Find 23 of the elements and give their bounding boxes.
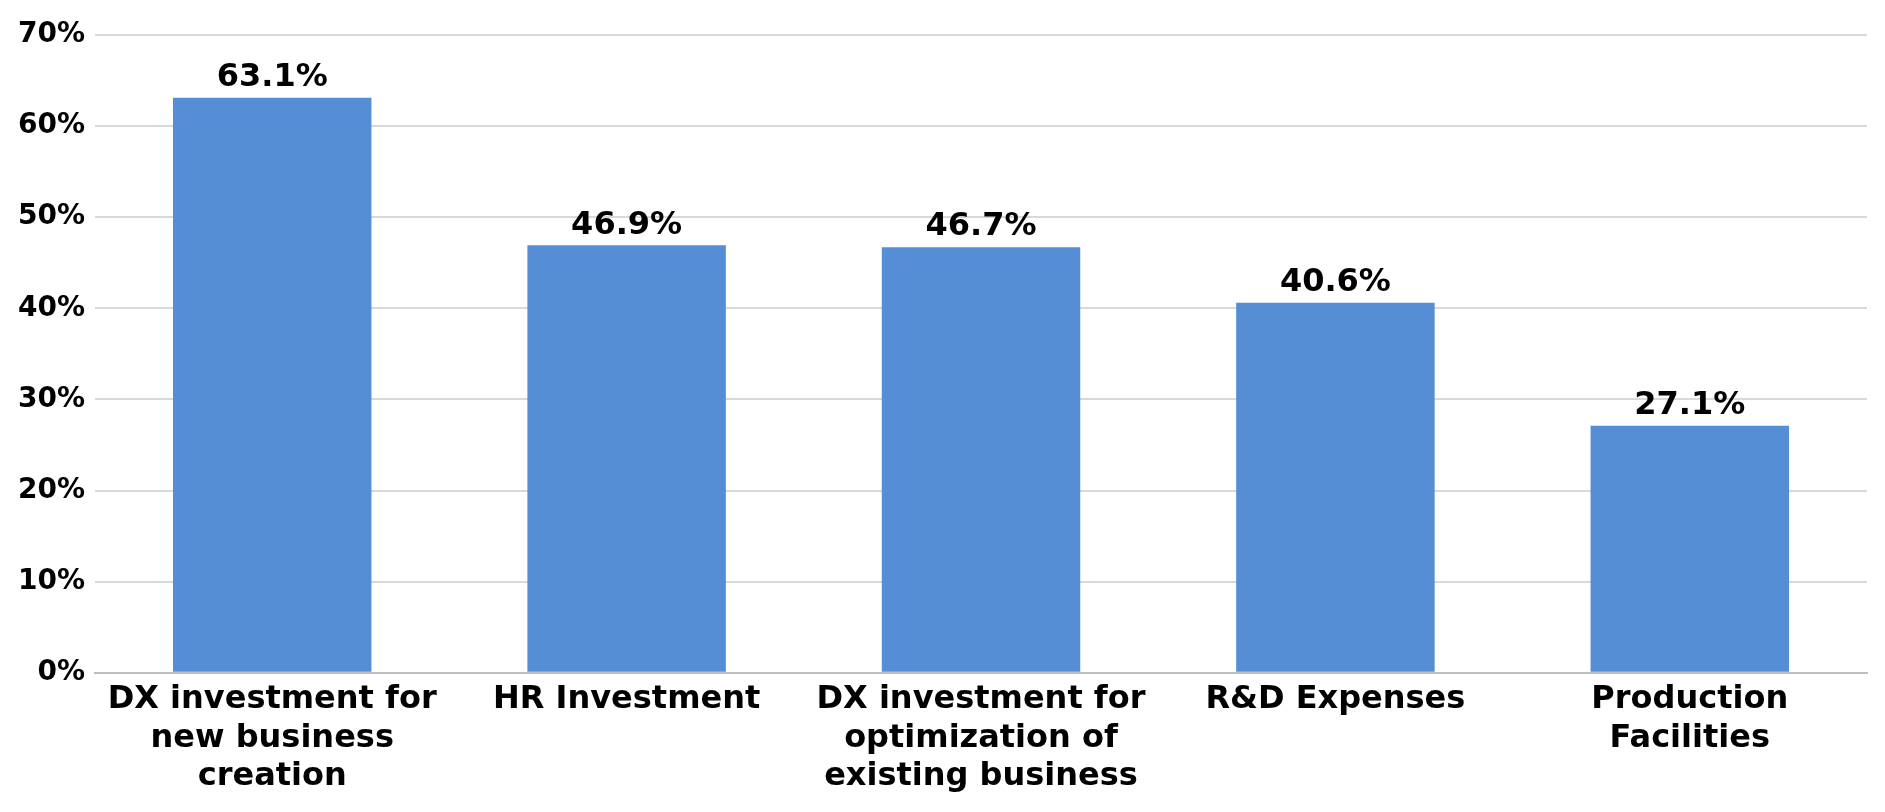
data-label: 46.7% <box>925 205 1037 244</box>
x-tick-label: HR Investment <box>492 678 761 717</box>
x-tick-label: Production Facilities <box>1591 678 1789 755</box>
bar <box>1590 425 1790 672</box>
bar <box>1236 302 1435 672</box>
y-tick-label: 10% <box>17 562 86 596</box>
data-label: 63.1% <box>216 56 328 94</box>
data-label: 40.6% <box>1279 261 1391 300</box>
bar <box>172 97 372 672</box>
y-tick-label: 50% <box>17 198 86 232</box>
y-tick-label: 30% <box>17 380 86 414</box>
x-tick-label: DX investment for optimization of existing business <box>816 678 1146 794</box>
data-label: 27.1% <box>1634 384 1746 423</box>
bar <box>527 245 726 672</box>
y-tick-label: 20% <box>17 471 86 505</box>
y-tick-label: 60% <box>17 107 86 141</box>
y-tick-label: 40% <box>17 289 86 323</box>
x-tick-label: DX investment for new business creation <box>107 678 437 794</box>
y-tick-label: 0% <box>37 654 86 688</box>
x-tick-label: R&D Expenses <box>1205 678 1466 717</box>
y-tick-label: 70% <box>17 16 86 50</box>
bar <box>881 247 1081 672</box>
data-label: 46.9% <box>571 203 683 242</box>
